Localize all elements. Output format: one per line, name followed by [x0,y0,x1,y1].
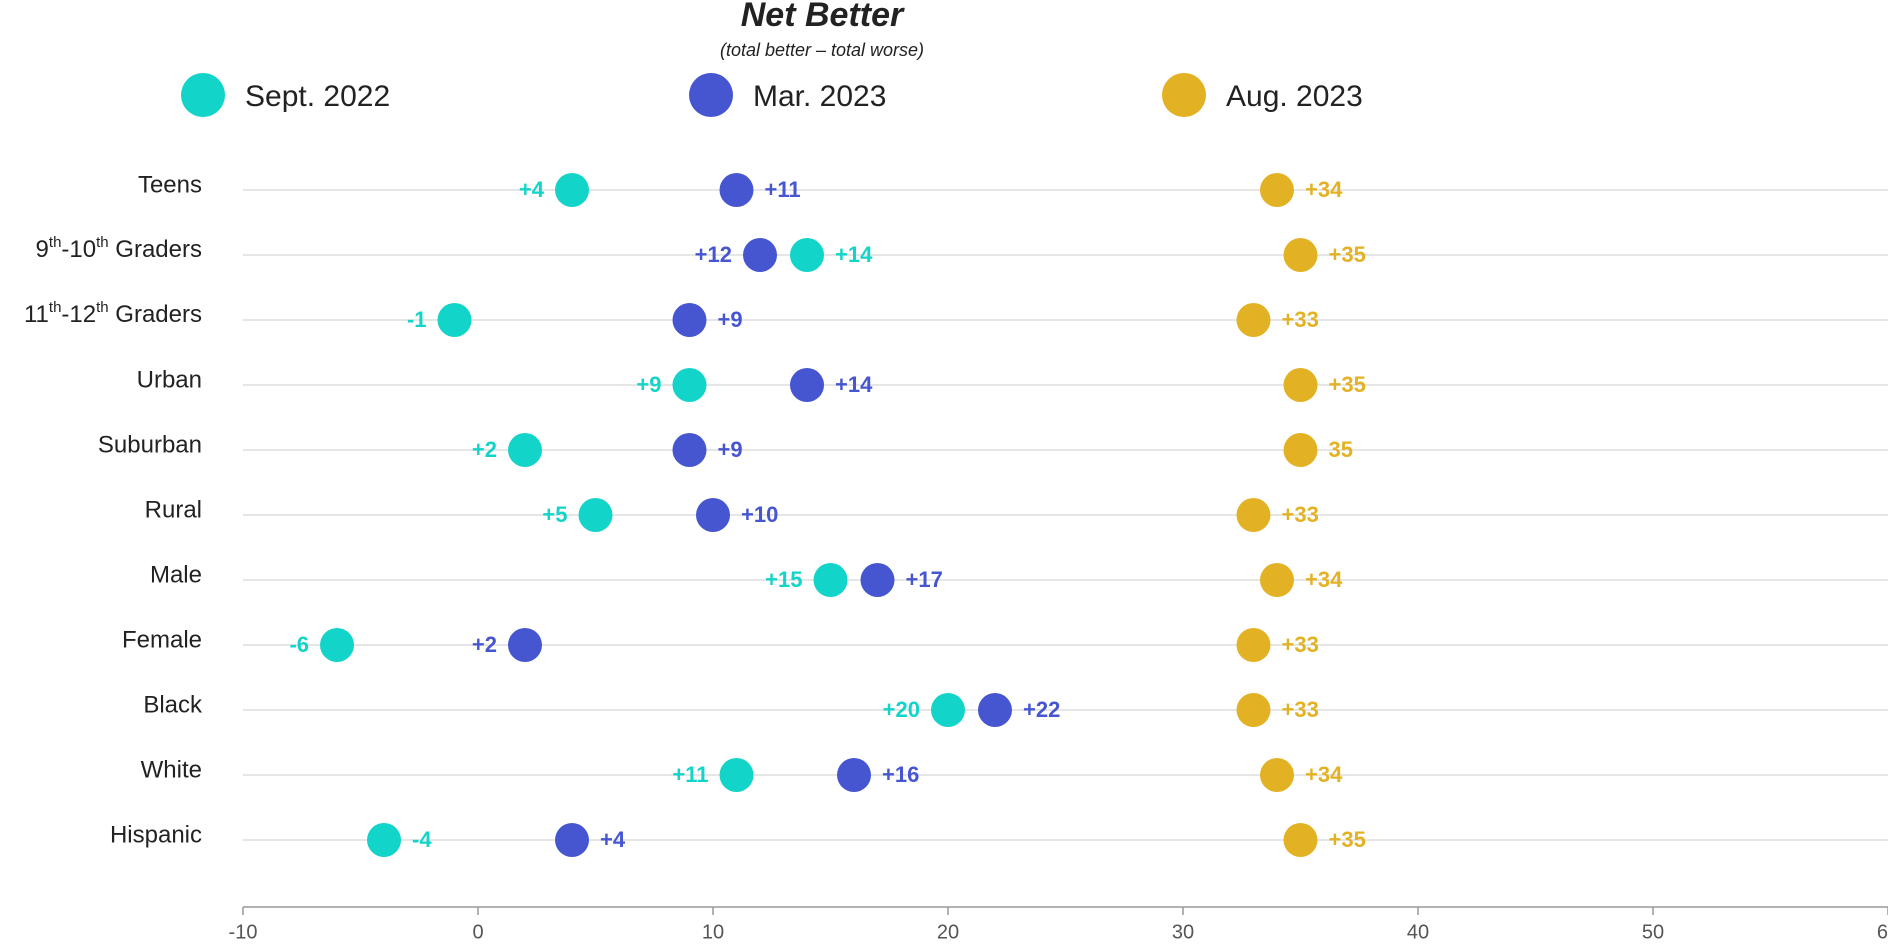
data-label: +9 [718,307,743,332]
dot [508,433,542,467]
data-label: +9 [636,372,661,397]
data-label: +14 [835,242,873,267]
dot [719,173,754,207]
data-label: +35 [1329,827,1366,852]
dot [790,368,824,402]
data-label: +11 [765,177,801,202]
x-tick-label: 50 [1642,921,1664,943]
x-tick-label: 0 [472,921,483,943]
data-label: +34 [1305,177,1343,202]
x-tick-label: 20 [937,921,959,943]
legend-swatch [689,73,733,117]
category-label: Male [150,561,202,588]
category-label: 9th-10th Graders [36,234,202,263]
legend-label: Aug. 2023 [1226,80,1363,113]
dot [1236,693,1271,727]
data-label: +14 [835,372,873,397]
data-label: +20 [883,697,920,722]
x-tick-label: 40 [1407,921,1429,943]
x-tick-label: 60 [1877,921,1888,943]
legend-label: Mar. 2023 [753,80,886,113]
dot [719,758,754,792]
data-label: -6 [289,632,309,657]
data-label: +12 [695,242,732,267]
category-label: Black [143,691,203,718]
data-label: +34 [1305,762,1343,787]
dot [1283,823,1318,857]
data-label: +33 [1282,632,1319,657]
dot [1236,498,1271,532]
data-label: +4 [519,177,545,202]
data-label: +15 [765,567,802,592]
dot [696,498,730,532]
dot [1283,433,1318,467]
data-label: +33 [1282,502,1319,527]
dot [555,823,589,857]
legend-label: Sept. 2022 [245,80,390,113]
category-label: Suburban [98,431,202,458]
x-tick-label: 30 [1172,921,1194,943]
data-label: +10 [741,502,778,527]
dot [1283,368,1318,402]
category-label: Female [122,626,202,653]
data-label: +33 [1282,697,1319,722]
data-label: +35 [1329,372,1366,397]
data-label: 35 [1329,437,1353,462]
dot [790,238,824,272]
data-label: -1 [407,307,427,332]
chart-subtitle: (total better – total worse) [720,40,924,60]
data-label: +17 [906,567,943,592]
x-tick-label: 10 [702,921,724,943]
category-label: Teens [138,171,202,198]
dot [508,628,542,662]
data-label: +35 [1329,242,1366,267]
dot [813,563,848,597]
data-label: +4 [600,827,626,852]
data-label: +22 [1023,697,1060,722]
category-label: White [141,756,202,783]
data-label: +2 [472,632,497,657]
dot [578,498,613,532]
data-label: +5 [542,502,567,527]
dot [837,758,871,792]
dot [555,173,589,207]
x-tick-label: -10 [229,921,258,943]
data-label: +2 [472,437,497,462]
data-label: -4 [412,827,432,852]
dot [931,693,965,727]
dot [367,823,401,857]
category-label: Urban [137,366,202,393]
chart-title: Net Better [741,0,905,34]
dot [672,303,707,337]
data-label: +33 [1282,307,1319,332]
category-label: Rural [145,496,202,523]
dot [320,628,354,662]
data-label: +11 [672,762,708,787]
dot [672,368,707,402]
dot [978,693,1012,727]
dot [672,433,707,467]
legend-swatch [181,73,225,117]
category-label: 11th-12th Graders [24,299,202,328]
data-label: +34 [1305,567,1343,592]
data-label: +9 [718,437,743,462]
dot [860,563,895,597]
dot [437,303,472,337]
category-label: Hispanic [110,821,202,848]
dot [743,238,777,272]
legend-swatch [1162,73,1206,117]
dot [1283,238,1318,272]
data-label: +16 [882,762,919,787]
dot [1260,758,1294,792]
dot [1236,303,1271,337]
dot [1260,563,1294,597]
dot [1260,173,1294,207]
dot [1236,628,1271,662]
